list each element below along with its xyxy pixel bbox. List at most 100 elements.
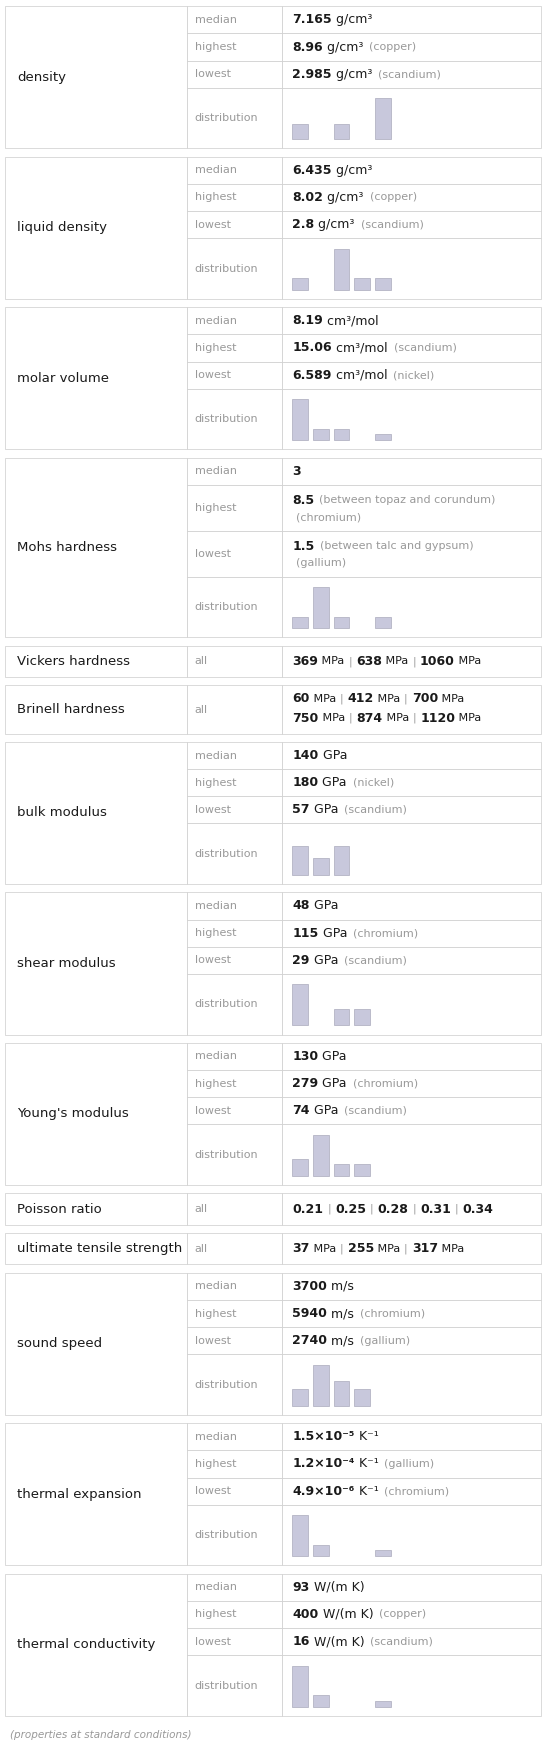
Text: (copper): (copper) xyxy=(379,1609,426,1619)
Bar xyxy=(282,307,541,335)
Text: 2740: 2740 xyxy=(292,1333,328,1347)
Bar xyxy=(292,1515,308,1556)
Text: MPa: MPa xyxy=(310,1245,336,1253)
Bar xyxy=(313,587,329,627)
Text: |: | xyxy=(413,713,417,723)
Bar xyxy=(187,1574,282,1600)
Text: |: | xyxy=(340,694,343,704)
Bar xyxy=(354,279,370,289)
Bar xyxy=(313,429,329,441)
Bar xyxy=(282,61,541,87)
Text: K⁻¹: K⁻¹ xyxy=(354,1485,378,1497)
Text: 1120: 1120 xyxy=(420,711,455,725)
Text: distribution: distribution xyxy=(195,113,258,124)
Text: all: all xyxy=(195,704,208,715)
Text: highest: highest xyxy=(195,1079,236,1089)
Text: distribution: distribution xyxy=(195,1150,258,1159)
Bar xyxy=(375,1551,390,1556)
Text: 0.21: 0.21 xyxy=(292,1203,323,1215)
Bar xyxy=(187,1600,282,1628)
Bar xyxy=(334,1164,349,1177)
Text: g/cm³: g/cm³ xyxy=(314,218,355,232)
Text: 60: 60 xyxy=(292,692,310,706)
Text: (between talc and gypsum): (between talc and gypsum) xyxy=(319,540,473,551)
Bar xyxy=(282,823,541,884)
Text: distribution: distribution xyxy=(195,1680,258,1691)
Bar xyxy=(282,1574,541,1600)
Bar xyxy=(292,279,308,289)
Text: 369: 369 xyxy=(292,655,318,668)
Bar xyxy=(187,7,282,33)
Text: highest: highest xyxy=(195,1459,236,1469)
Text: distribution: distribution xyxy=(195,849,258,859)
Text: GPa: GPa xyxy=(318,1049,347,1063)
Bar xyxy=(292,985,308,1025)
Text: 1.2×10⁻⁴: 1.2×10⁻⁴ xyxy=(292,1457,355,1471)
Text: 2.985: 2.985 xyxy=(292,68,332,80)
Text: molar volume: molar volume xyxy=(17,371,109,385)
Text: |: | xyxy=(404,694,408,704)
Text: cm³/mol: cm³/mol xyxy=(323,314,379,328)
Text: 1.5: 1.5 xyxy=(292,540,314,553)
Text: (chromium): (chromium) xyxy=(360,1309,425,1318)
Text: all: all xyxy=(195,1245,208,1253)
Bar xyxy=(282,1194,541,1225)
Bar xyxy=(282,1478,541,1504)
Bar xyxy=(282,485,541,532)
Bar xyxy=(187,1628,282,1656)
Bar xyxy=(187,87,282,148)
Text: Young's modulus: Young's modulus xyxy=(17,1107,129,1121)
Bar xyxy=(187,647,282,676)
Bar xyxy=(5,1194,187,1225)
Text: lowest: lowest xyxy=(195,1105,231,1116)
Text: 8.02: 8.02 xyxy=(292,192,323,204)
Text: thermal expansion: thermal expansion xyxy=(17,1489,141,1501)
Text: 57: 57 xyxy=(292,804,310,816)
Bar xyxy=(187,1194,282,1225)
Bar xyxy=(5,7,187,148)
Text: 8.96: 8.96 xyxy=(292,40,323,54)
Bar xyxy=(282,532,541,577)
Text: bulk modulus: bulk modulus xyxy=(17,807,107,819)
Bar xyxy=(187,892,282,920)
Text: 140: 140 xyxy=(292,749,319,762)
Bar xyxy=(375,434,390,441)
Text: lowest: lowest xyxy=(195,220,231,230)
Bar xyxy=(375,617,390,627)
Bar xyxy=(187,485,282,532)
Bar xyxy=(282,87,541,148)
Text: lowest: lowest xyxy=(195,370,231,380)
Bar xyxy=(187,1326,282,1354)
Bar xyxy=(282,335,541,361)
Bar xyxy=(187,1478,282,1504)
Bar xyxy=(187,335,282,361)
Bar xyxy=(5,892,187,1035)
Text: 48: 48 xyxy=(292,899,310,913)
Bar xyxy=(187,211,282,239)
Text: Mohs hardness: Mohs hardness xyxy=(17,540,117,554)
Text: W/(m K): W/(m K) xyxy=(310,1581,364,1593)
Text: |: | xyxy=(455,1204,459,1215)
Text: 93: 93 xyxy=(292,1581,310,1593)
Text: (scandium): (scandium) xyxy=(361,220,424,230)
Bar xyxy=(375,98,390,139)
Bar xyxy=(187,1272,282,1300)
Text: median: median xyxy=(195,1051,237,1061)
Bar xyxy=(187,1042,282,1070)
Text: 700: 700 xyxy=(412,692,438,706)
Bar xyxy=(5,1232,187,1264)
Text: (gallium): (gallium) xyxy=(360,1335,411,1346)
Text: 2.8: 2.8 xyxy=(292,218,314,232)
Bar xyxy=(5,307,187,450)
Text: |: | xyxy=(412,1204,416,1215)
Text: highest: highest xyxy=(195,502,236,512)
Text: g/cm³: g/cm³ xyxy=(323,192,364,204)
Text: GPa: GPa xyxy=(310,953,338,967)
Text: MPa: MPa xyxy=(455,657,481,666)
Text: (copper): (copper) xyxy=(369,42,417,52)
Text: 15.06: 15.06 xyxy=(292,342,332,354)
Text: highest: highest xyxy=(195,192,236,202)
Text: g/cm³: g/cm³ xyxy=(332,164,372,176)
Text: 37: 37 xyxy=(292,1243,310,1255)
Text: lowest: lowest xyxy=(195,805,231,814)
